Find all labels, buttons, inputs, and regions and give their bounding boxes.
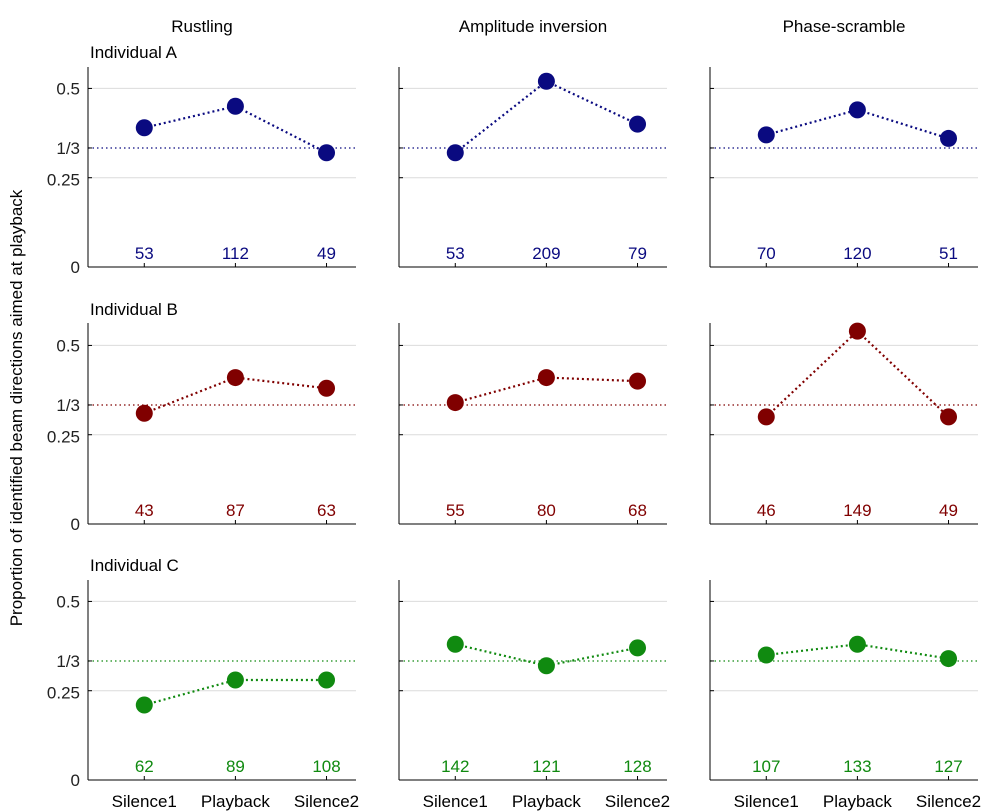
- count-label: 79: [628, 244, 647, 263]
- count-label: 43: [135, 501, 154, 520]
- y-tick-label: 1/3: [56, 396, 80, 415]
- count-label: 53: [135, 244, 154, 263]
- column-title-0: Rustling: [171, 17, 232, 36]
- y-tick-label: 0.5: [56, 592, 80, 611]
- x-category-label: Playback: [201, 792, 270, 811]
- count-label: 120: [843, 244, 871, 263]
- data-point-playback: [226, 369, 244, 387]
- x-category-label: Silence2: [916, 792, 981, 811]
- data-point-playback: [226, 671, 244, 689]
- row-title-0: Individual A: [90, 43, 178, 62]
- count-label: 209: [532, 244, 560, 263]
- data-point-playback: [848, 322, 866, 340]
- x-category-label: Playback: [823, 792, 892, 811]
- count-label: 149: [843, 501, 871, 520]
- data-point-silence2: [940, 408, 958, 426]
- data-point-silence2: [940, 129, 958, 147]
- data-point-silence1: [135, 696, 153, 714]
- count-label: 55: [446, 501, 465, 520]
- count-label: 51: [939, 244, 958, 263]
- data-point-silence1: [446, 394, 464, 412]
- y-tick-label: 0: [71, 515, 80, 534]
- x-category-label: Silence1: [112, 792, 177, 811]
- column-title-2: Phase-scramble: [783, 17, 906, 36]
- data-point-silence2: [629, 639, 647, 657]
- x-category-label: Silence1: [423, 792, 488, 811]
- data-point-silence1: [757, 126, 775, 144]
- data-point-silence2: [318, 671, 336, 689]
- series-line: [143, 678, 327, 707]
- count-label: 70: [757, 244, 776, 263]
- data-point-silence2: [940, 650, 958, 668]
- series-line: [144, 105, 328, 154]
- count-label: 128: [623, 757, 651, 776]
- count-label: 108: [312, 757, 340, 776]
- series-line: [455, 643, 638, 667]
- data-point-silence1: [135, 404, 153, 422]
- data-point-playback: [848, 101, 866, 119]
- y-tick-label: 1/3: [56, 652, 80, 671]
- row-title-1: Individual B: [90, 300, 178, 319]
- count-label: 68: [628, 501, 647, 520]
- count-label: 127: [934, 757, 962, 776]
- data-point-playback: [848, 635, 866, 653]
- data-point-silence2: [318, 144, 336, 162]
- count-label: 53: [446, 244, 465, 263]
- series-line: [765, 108, 949, 140]
- count-label: 121: [532, 757, 560, 776]
- y-tick-label: 0.5: [56, 79, 80, 98]
- series-line: [454, 376, 638, 404]
- data-point-silence2: [629, 115, 647, 133]
- data-point-playback: [537, 657, 555, 675]
- count-label: 80: [537, 501, 556, 520]
- data-point-silence1: [757, 646, 775, 664]
- x-category-label: Silence2: [294, 792, 359, 811]
- count-label: 62: [135, 757, 154, 776]
- count-label: 112: [222, 244, 249, 263]
- data-point-playback: [537, 72, 555, 90]
- data-point-silence2: [318, 379, 336, 397]
- count-label: 49: [939, 501, 958, 520]
- y-tick-label: 0.5: [56, 336, 80, 355]
- data-point-silence1: [446, 635, 464, 653]
- data-point-silence1: [446, 144, 464, 162]
- data-point-silence2: [629, 372, 647, 390]
- count-label: 107: [752, 757, 780, 776]
- x-category-label: Playback: [512, 792, 581, 811]
- y-tick-label: 0.25: [47, 171, 80, 190]
- count-label: 133: [843, 757, 871, 776]
- data-point-playback: [537, 369, 555, 387]
- row-title-2: Individual C: [90, 556, 179, 575]
- x-category-label: Silence1: [734, 792, 799, 811]
- y-tick-label: 1/3: [56, 139, 80, 158]
- data-point-playback: [226, 97, 244, 115]
- count-label: 87: [226, 501, 245, 520]
- count-label: 142: [441, 757, 469, 776]
- column-title-1: Amplitude inversion: [459, 17, 607, 36]
- y-tick-label: 0: [71, 771, 80, 790]
- series-line: [765, 329, 950, 418]
- count-label: 46: [757, 501, 776, 520]
- data-point-silence1: [135, 119, 153, 137]
- y-tick-label: 0.25: [47, 428, 80, 447]
- count-label: 49: [317, 244, 336, 263]
- x-category-label: Silence2: [605, 792, 670, 811]
- y-tick-label: 0: [71, 258, 80, 277]
- y-tick-label: 0.25: [47, 684, 80, 703]
- series-line: [454, 80, 638, 154]
- count-label: 89: [226, 757, 245, 776]
- y-axis-title: Proportion of identified beam directions…: [7, 189, 26, 626]
- count-label: 63: [317, 501, 336, 520]
- data-point-silence1: [757, 408, 775, 426]
